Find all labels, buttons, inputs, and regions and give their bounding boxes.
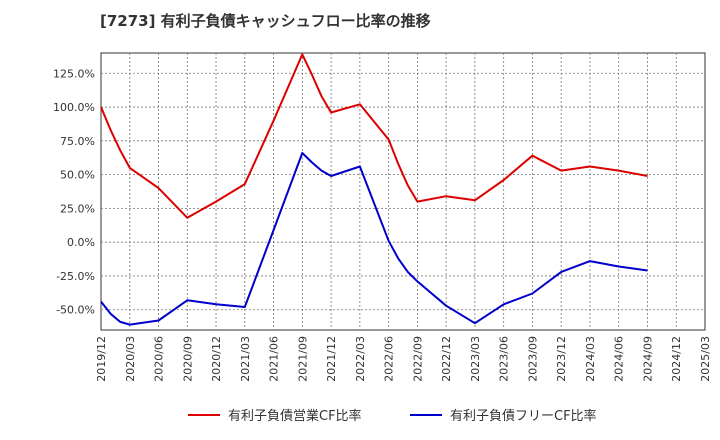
x-tick-label: 2023/12 bbox=[555, 336, 568, 382]
x-tick-label: 2021/06 bbox=[268, 336, 281, 382]
y-tick-label: 100.0% bbox=[53, 101, 95, 114]
legend-label-1: 有利子負債営業CF比率 bbox=[228, 408, 362, 424]
y-tick-label: 125.0% bbox=[53, 67, 95, 80]
x-tick-label: 2022/09 bbox=[411, 336, 424, 382]
x-tick-label: 2021/03 bbox=[239, 336, 252, 382]
x-tick-label: 2022/03 bbox=[354, 336, 367, 382]
x-tick-label: 2022/12 bbox=[440, 336, 453, 382]
x-tick-label: 2020/03 bbox=[124, 336, 137, 382]
x-tick-label: 2021/09 bbox=[296, 336, 309, 382]
series-line-2 bbox=[100, 152, 648, 326]
x-tick-label: 2025/03 bbox=[699, 336, 712, 382]
x-axis-ticks: 2019/12 2020/03 2020/06 2020/09 2020/12 2021/… bbox=[95, 336, 712, 382]
chart-title: [7273] 有利子負債キャッシュフロー比率の推移 bbox=[100, 12, 431, 30]
y-axis-ticks: -50.0% -25.0% 0.0% 25.0% 50.0% 75.0% 100.0% 125… bbox=[53, 67, 95, 316]
y-tick-label: 25.0% bbox=[60, 202, 95, 215]
series-line-1 bbox=[100, 53, 648, 219]
x-tick-label: 2024/03 bbox=[584, 336, 597, 382]
y-tick-label: -50.0% bbox=[56, 304, 95, 317]
x-tick-label: 2024/12 bbox=[670, 336, 683, 382]
x-tick-label: 2023/06 bbox=[498, 336, 511, 382]
x-tick-label: 2020/09 bbox=[181, 336, 194, 382]
grid-lines bbox=[101, 53, 705, 330]
plot-area bbox=[100, 52, 706, 331]
x-tick-label: 2024/09 bbox=[641, 336, 654, 382]
legend: 有利子負債営業CF比率 有利子負債フリーCF比率 bbox=[188, 408, 597, 424]
x-tick-label: 2022/06 bbox=[383, 336, 396, 382]
x-tick-label: 2021/12 bbox=[325, 336, 338, 382]
x-tick-label: 2019/12 bbox=[95, 336, 108, 382]
legend-label-2: 有利子負債フリーCF比率 bbox=[450, 408, 597, 424]
x-tick-label: 2024/06 bbox=[613, 336, 626, 382]
series-lines bbox=[100, 53, 648, 326]
x-tick-label: 2020/06 bbox=[153, 336, 166, 382]
y-tick-label: 50.0% bbox=[60, 169, 95, 182]
y-tick-label: 0.0% bbox=[67, 236, 95, 249]
x-tick-label: 2020/12 bbox=[210, 336, 223, 382]
y-tick-label: -25.0% bbox=[56, 270, 95, 283]
y-tick-label: 75.0% bbox=[60, 135, 95, 148]
x-tick-label: 2023/03 bbox=[469, 336, 482, 382]
x-tick-label: 2023/09 bbox=[526, 336, 539, 382]
